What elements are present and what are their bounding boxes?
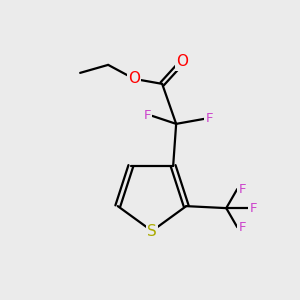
Text: F: F [238,221,246,234]
Text: O: O [128,71,140,86]
Text: F: F [238,183,246,196]
Text: O: O [176,54,188,69]
Text: S: S [147,224,157,238]
Text: F: F [206,112,213,125]
Text: F: F [250,202,257,214]
Text: F: F [143,110,151,122]
